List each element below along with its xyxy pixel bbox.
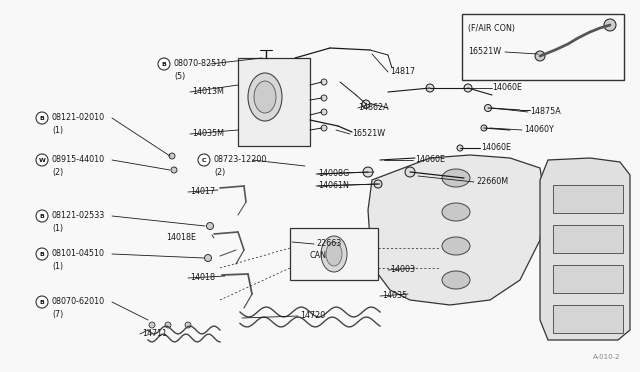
Circle shape [362, 100, 370, 108]
Circle shape [165, 322, 171, 328]
Circle shape [149, 322, 155, 328]
Text: (2): (2) [214, 167, 225, 176]
Text: 14060E: 14060E [492, 83, 522, 93]
Text: 08915-44010: 08915-44010 [52, 155, 105, 164]
Text: 14061N: 14061N [318, 182, 349, 190]
Bar [553, 265, 623, 293]
Text: 08101-04510: 08101-04510 [52, 250, 105, 259]
Circle shape [36, 210, 48, 222]
Text: (1): (1) [52, 125, 63, 135]
Ellipse shape [254, 81, 276, 113]
Bar [290, 228, 378, 280]
Circle shape [198, 154, 210, 166]
Text: B: B [40, 251, 44, 257]
Circle shape [158, 58, 170, 70]
Circle shape [426, 84, 434, 92]
Text: 14060Y: 14060Y [524, 125, 554, 135]
Text: B: B [40, 115, 44, 121]
Text: 08121-02533: 08121-02533 [52, 212, 105, 221]
Text: 14060E: 14060E [481, 144, 511, 153]
Text: 14060E: 14060E [415, 155, 445, 164]
Text: 08070-62010: 08070-62010 [52, 298, 105, 307]
Text: 14008G: 14008G [318, 170, 349, 179]
Polygon shape [368, 155, 545, 305]
Ellipse shape [248, 73, 282, 121]
Ellipse shape [442, 237, 470, 255]
Text: 14018E: 14018E [166, 234, 196, 243]
Circle shape [464, 84, 472, 92]
Text: 22663: 22663 [316, 240, 341, 248]
Text: 08070-82510: 08070-82510 [174, 60, 227, 68]
Text: 16521W: 16521W [468, 48, 501, 57]
Circle shape [604, 19, 616, 31]
Bar [238, 58, 310, 146]
Text: 14003: 14003 [390, 266, 415, 275]
Circle shape [36, 248, 48, 260]
Circle shape [374, 180, 382, 188]
Bar [553, 225, 623, 253]
Circle shape [36, 112, 48, 124]
Circle shape [185, 322, 191, 328]
Text: W: W [38, 157, 45, 163]
Text: 16521W: 16521W [352, 129, 385, 138]
Circle shape [321, 125, 327, 131]
Text: 22660M: 22660M [476, 177, 508, 186]
Text: 14711: 14711 [142, 330, 167, 339]
Circle shape [205, 254, 211, 262]
Circle shape [321, 109, 327, 115]
Text: B: B [40, 299, 44, 305]
Text: A-010-2: A-010-2 [593, 354, 620, 360]
Circle shape [363, 167, 373, 177]
Circle shape [36, 296, 48, 308]
Text: (F/AIR CON): (F/AIR CON) [468, 23, 515, 32]
Text: (5): (5) [174, 71, 185, 80]
Text: C: C [202, 157, 206, 163]
Text: (1): (1) [52, 224, 63, 232]
Ellipse shape [326, 242, 342, 266]
Text: (2): (2) [52, 167, 63, 176]
Circle shape [457, 145, 463, 151]
Text: B: B [40, 214, 44, 218]
Text: (7): (7) [52, 310, 63, 318]
Text: (1): (1) [52, 262, 63, 270]
Circle shape [36, 154, 48, 166]
Circle shape [207, 222, 214, 230]
Circle shape [535, 51, 545, 61]
Text: 14013M: 14013M [192, 87, 224, 96]
Circle shape [169, 153, 175, 159]
Text: 14862A: 14862A [358, 103, 388, 112]
Text: 14817: 14817 [390, 67, 415, 77]
Text: 14720: 14720 [300, 311, 325, 321]
Text: 08121-02010: 08121-02010 [52, 113, 105, 122]
Circle shape [484, 105, 492, 112]
Ellipse shape [442, 271, 470, 289]
Text: 08723-12200: 08723-12200 [214, 155, 268, 164]
Bar [462, 14, 624, 80]
Bar [553, 185, 623, 213]
Text: CAN: CAN [310, 251, 327, 260]
Text: 14035: 14035 [382, 292, 407, 301]
Circle shape [405, 167, 415, 177]
Ellipse shape [321, 236, 347, 272]
Bar [553, 305, 623, 333]
Circle shape [321, 95, 327, 101]
Ellipse shape [442, 203, 470, 221]
Circle shape [321, 79, 327, 85]
Text: 14017: 14017 [190, 187, 215, 196]
Circle shape [481, 125, 487, 131]
Text: B: B [161, 61, 166, 67]
Text: 14018: 14018 [190, 273, 215, 282]
Circle shape [171, 167, 177, 173]
Ellipse shape [442, 169, 470, 187]
Polygon shape [540, 158, 630, 340]
Text: 14875A: 14875A [530, 108, 561, 116]
Text: 14035M: 14035M [192, 129, 224, 138]
